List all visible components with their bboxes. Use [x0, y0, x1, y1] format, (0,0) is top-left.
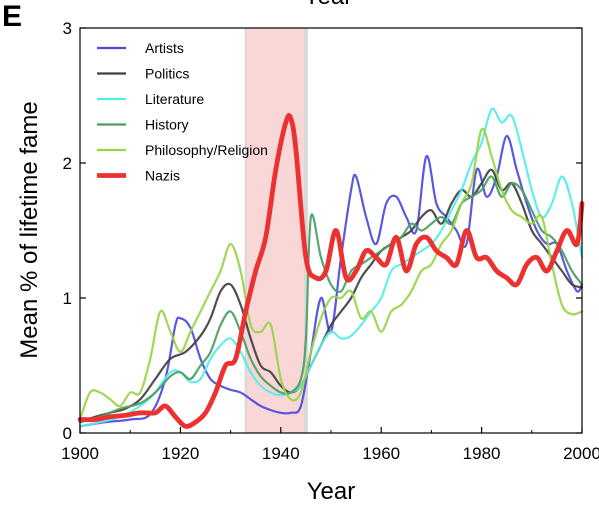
legend-label-philosophy-religion: Philosophy/Religion: [145, 142, 268, 158]
y-tick-label: 2: [63, 154, 72, 173]
panel-letter: E: [2, 0, 22, 33]
legend-label-history: History: [145, 117, 189, 133]
series-line-philosophy-religion: [78, 127, 584, 421]
x-tick-label: 1940: [262, 444, 300, 463]
x-axis: 1900 1920 1940 1960 1980 2000: [61, 427, 599, 463]
series-line-nazis: [77, 113, 585, 429]
shaded-region-layer: [244, 28, 308, 433]
x-tick-label: 1920: [161, 444, 199, 463]
x-tick-label: 2000: [563, 444, 599, 463]
shaded-region-edge-right: [303, 28, 308, 433]
x-tick-label: 1900: [61, 444, 99, 463]
x-tick-label: 1960: [362, 444, 400, 463]
legend: Artists Politics Literature History Philosop…: [97, 40, 268, 184]
y-tick-label: 1: [63, 289, 72, 308]
y-tick-label: 0: [63, 424, 72, 443]
series-line-politics: [78, 168, 584, 424]
x-tick-label: 1980: [463, 444, 501, 463]
series-line-literature: [78, 107, 584, 428]
legend-label-politics: Politics: [145, 66, 189, 82]
series-line-artists: [78, 134, 584, 428]
y-axis-label: Mean % of lifetime fame: [16, 101, 43, 358]
legend-label-literature: Literature: [145, 91, 204, 107]
legend-label-nazis: Nazis: [145, 168, 180, 184]
shaded-region-edge-left: [244, 28, 247, 433]
x-axis-label: Year: [307, 478, 356, 505]
legend-label-artists: Artists: [145, 40, 184, 56]
plot-frame: [79, 27, 583, 434]
series-layer: [77, 107, 585, 429]
shaded-region: [245, 28, 306, 433]
y-axis: 0 1 2 3: [63, 19, 582, 443]
top-cropped-label: Year: [304, 0, 353, 10]
series-line-history: [78, 175, 584, 424]
y-tick-label: 3: [63, 19, 72, 38]
